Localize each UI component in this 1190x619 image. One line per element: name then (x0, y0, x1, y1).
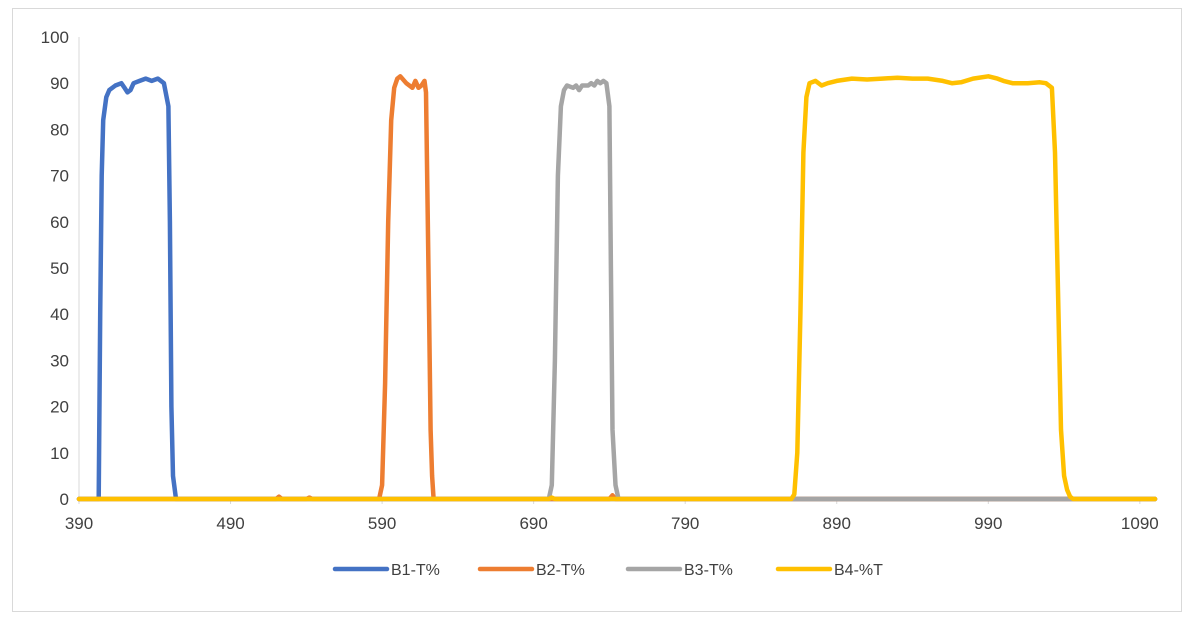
x-tick-label: 890 (823, 514, 851, 533)
axes: 0 10 20 30 40 50 60 70 80 90 100 390 490 590 690 790 890… (41, 28, 1159, 533)
series-line-2 (76, 74, 1158, 502)
chart-frame: 0 10 20 30 40 50 60 70 80 90 100 390 490 590 690 790 890… (12, 8, 1182, 612)
y-tick-label: 100 (41, 28, 69, 47)
x-tick-label: 990 (974, 514, 1002, 533)
x-tick-label: 490 (216, 514, 244, 533)
legend-label-2: B2-T% (536, 562, 585, 579)
y-tick-label: 80 (50, 120, 69, 139)
x-tick-label: 690 (519, 514, 547, 533)
y-tick-label: 40 (50, 305, 69, 324)
series-line-3 (76, 78, 1158, 502)
x-tick-label: 790 (671, 514, 699, 533)
line-chart: 0 10 20 30 40 50 60 70 80 90 100 390 490 590 690 790 890… (41, 28, 1159, 579)
y-tick-label: 0 (60, 490, 69, 509)
y-tick-label: 70 (50, 167, 69, 186)
series-line-1 (76, 76, 1158, 502)
x-tick-label: 1090 (1121, 514, 1159, 533)
legend-label-4: B4-%T (834, 562, 883, 579)
y-tick-label: 90 (50, 74, 69, 93)
y-tick-label: 30 (50, 351, 69, 370)
x-tick-label: 390 (65, 514, 93, 533)
legend-label-3: B3-T% (684, 562, 733, 579)
y-tick-label: 60 (50, 213, 69, 232)
series-line-4 (76, 74, 1158, 502)
x-tick-label: 590 (368, 514, 396, 533)
y-tick-label: 50 (50, 259, 69, 278)
legend-label-1: B1-T% (391, 562, 440, 579)
y-tick-label: 20 (50, 398, 69, 417)
legend: B1-T% B2-T% B3-T% B4-%T (332, 562, 883, 579)
plot-area (76, 74, 1158, 502)
y-tick-label: 10 (50, 444, 69, 463)
